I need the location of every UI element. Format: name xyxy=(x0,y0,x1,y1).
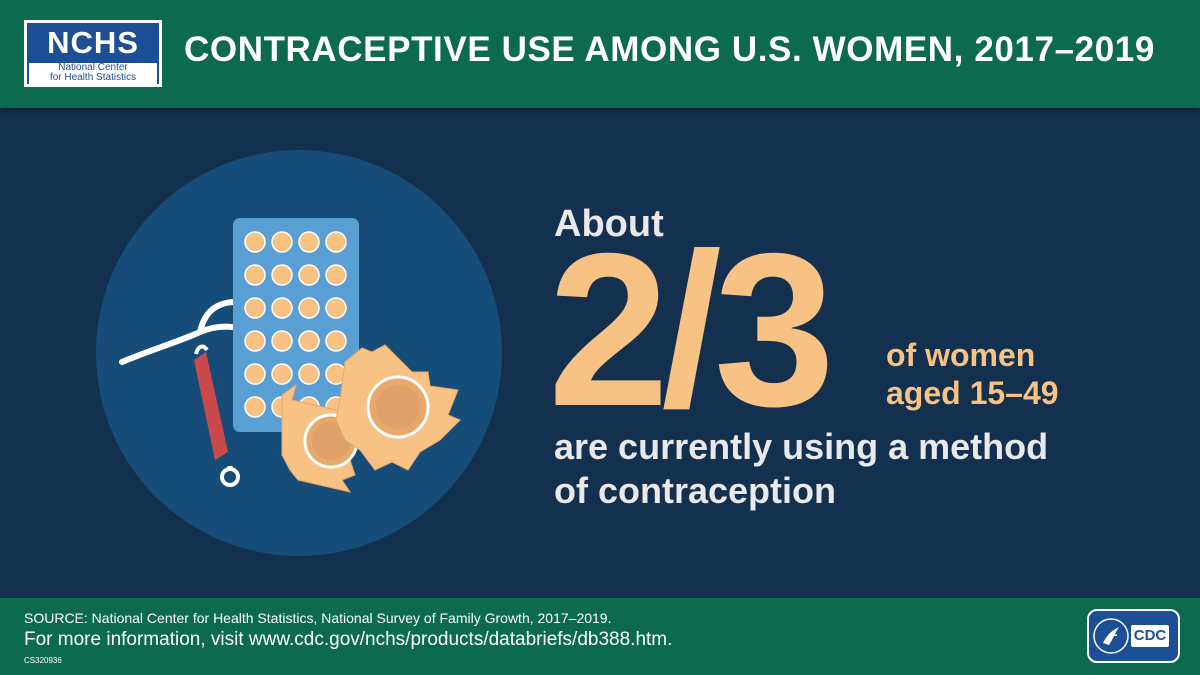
more-info-link[interactable]: For more information, visit www.cdc.gov/… xyxy=(24,629,673,650)
nchs-logo-inner: NCHS National Center for Health Statisti… xyxy=(27,23,159,84)
pill xyxy=(244,231,266,253)
pill xyxy=(244,330,266,352)
pill xyxy=(325,264,347,286)
pill xyxy=(298,363,320,385)
pill xyxy=(244,297,266,319)
pill-pack-icon xyxy=(233,218,359,432)
pill xyxy=(298,297,320,319)
of-women-label: of women aged 15–49 xyxy=(886,336,1059,412)
pill xyxy=(271,264,293,286)
pill xyxy=(298,264,320,286)
of-women-line1: of women xyxy=(886,337,1036,373)
pill xyxy=(298,330,320,352)
pill xyxy=(325,297,347,319)
about-label: About xyxy=(554,203,664,245)
condom-icon xyxy=(281,344,461,493)
nchs-logo[interactable]: NCHS National Center for Health Statisti… xyxy=(24,20,162,87)
footer-bar: SOURCE: National Center for Health Stati… xyxy=(0,598,1200,675)
header-bar: NCHS National Center for Health Statisti… xyxy=(0,0,1200,108)
nchs-logo-subtitle: National Center for Health Statistics xyxy=(29,63,157,84)
pill xyxy=(271,330,293,352)
document-code: CS320936 xyxy=(24,656,62,665)
pill xyxy=(325,231,347,253)
hhs-eagle-icon xyxy=(1093,618,1129,654)
nchs-logo-line1: National Center xyxy=(58,62,128,73)
are-using-line1: are currently using a method xyxy=(554,426,1049,467)
are-using-line2: of contraception xyxy=(554,470,837,511)
pill xyxy=(271,363,293,385)
pill xyxy=(325,330,347,352)
iud-icon xyxy=(119,298,248,487)
of-women-line2: aged 15–49 xyxy=(886,375,1059,411)
source-text: SOURCE: National Center for Health Stati… xyxy=(24,610,612,626)
pill xyxy=(271,297,293,319)
pill xyxy=(298,231,320,253)
page-title: CONTRACEPTIVE USE AMONG U.S. WOMEN, 2017… xyxy=(184,30,1155,69)
pill xyxy=(244,363,266,385)
cdc-logo-text: CDC xyxy=(1131,625,1169,647)
pill xyxy=(271,231,293,253)
pill xyxy=(244,396,266,418)
are-using-label: are currently using a method of contrace… xyxy=(554,425,1114,513)
pill xyxy=(244,264,266,286)
nchs-logo-line2: for Health Statistics xyxy=(49,72,137,83)
fraction-highlight: 2/3 xyxy=(548,209,835,452)
cdc-logo[interactable]: CDC xyxy=(1087,609,1180,663)
nchs-logo-text: NCHS xyxy=(47,25,139,60)
